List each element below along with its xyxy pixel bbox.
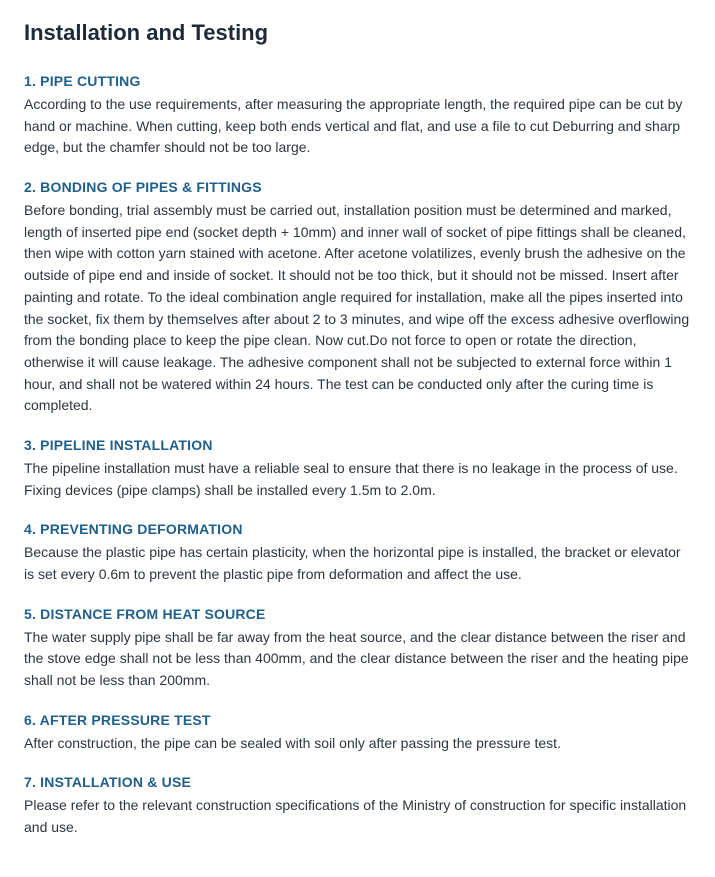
section-body: The pipeline installation must have a re… xyxy=(24,458,691,501)
section-preventing-deformation: 4. PREVENTING DEFORMATION Because the pl… xyxy=(24,519,691,585)
section-body: The water supply pipe shall be far away … xyxy=(24,627,691,692)
section-pipeline-installation: 3. PIPELINE INSTALLATION The pipeline in… xyxy=(24,435,691,501)
section-heading: 3. PIPELINE INSTALLATION xyxy=(24,435,691,456)
section-heading: 7. INSTALLATION & USE xyxy=(24,772,691,793)
section-body: Before bonding, trial assembly must be c… xyxy=(24,200,691,417)
section-heading: 1. PIPE CUTTING xyxy=(24,71,691,92)
section-body: Please refer to the relevant constructio… xyxy=(24,795,691,838)
section-body: Because the plastic pipe has certain pla… xyxy=(24,542,691,585)
page-title: Installation and Testing xyxy=(24,16,691,49)
section-heading: 6. AFTER PRESSURE TEST xyxy=(24,710,691,731)
section-body: After construction, the pipe can be seal… xyxy=(24,733,691,755)
section-after-pressure-test: 6. AFTER PRESSURE TEST After constructio… xyxy=(24,710,691,755)
section-bonding: 2. BONDING OF PIPES & FITTINGS Before bo… xyxy=(24,177,691,417)
section-heading: 5. DISTANCE FROM HEAT SOURCE xyxy=(24,604,691,625)
section-pipe-cutting: 1. PIPE CUTTING According to the use req… xyxy=(24,71,691,159)
section-heading: 4. PREVENTING DEFORMATION xyxy=(24,519,691,540)
section-heading: 2. BONDING OF PIPES & FITTINGS xyxy=(24,177,691,198)
section-installation-use: 7. INSTALLATION & USE Please refer to th… xyxy=(24,772,691,838)
section-distance-heat-source: 5. DISTANCE FROM HEAT SOURCE The water s… xyxy=(24,604,691,692)
section-body: According to the use requirements, after… xyxy=(24,94,691,159)
